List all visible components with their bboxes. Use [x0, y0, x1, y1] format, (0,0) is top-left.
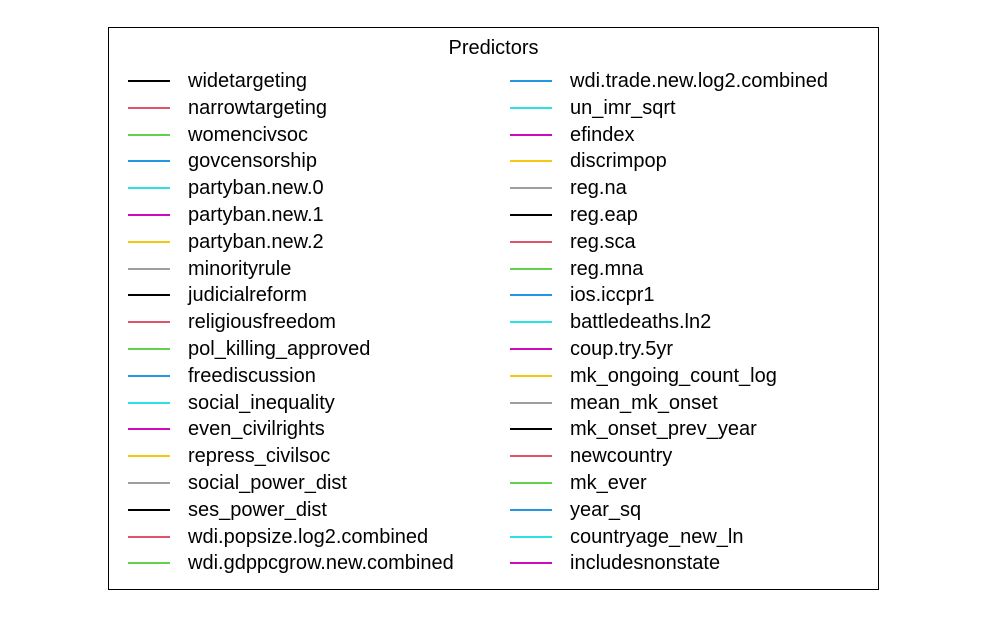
legend-label: religiousfreedom: [188, 311, 336, 334]
legend-line-swatch: [128, 160, 170, 163]
legend-label: social_inequality: [188, 391, 335, 414]
legend-label: coup.try.5yr: [570, 338, 673, 360]
legend-line-swatch: [128, 133, 170, 136]
legend-label: discrimpop: [570, 150, 667, 173]
legend-label: includesnonstate: [570, 552, 721, 575]
legend-box: Predictors: [108, 27, 879, 590]
legend-label: ios.iccpr1: [570, 284, 655, 307]
legend-label: minorityrule: [188, 257, 292, 280]
legend-line-swatch: [128, 214, 170, 216]
legend-line-swatch: [510, 482, 552, 484]
legend-label: partyban.new.0: [188, 177, 324, 200]
legend-label: reg.eap: [570, 204, 638, 226]
legend-line-swatch: [128, 240, 170, 243]
legend-line-swatch: [128, 321, 170, 324]
legend-label: countryage_new_ln: [570, 525, 744, 548]
legend-line-swatch: [128, 294, 170, 297]
legend-line-swatch: [510, 401, 552, 404]
legend-line-swatch: [510, 562, 552, 565]
legend-line-swatch: [510, 80, 552, 82]
legend-line-swatch: [128, 80, 170, 82]
legend-label: womencivsoc: [188, 123, 309, 146]
legend-label: govcensorship: [188, 150, 317, 173]
legend-line-swatch: [510, 348, 552, 350]
legend-line-swatch: [128, 401, 170, 404]
legend-label: judicialreform: [188, 284, 307, 307]
legend-line-swatch: [128, 428, 170, 431]
legend-label: partyban.new.2: [188, 230, 324, 253]
legend-line-swatch: [510, 214, 552, 216]
legend-label: freediscussion: [188, 364, 316, 387]
legend-label: efindex: [570, 123, 635, 146]
legend-label: reg.mna: [570, 257, 644, 280]
legend-line-swatch: [128, 106, 170, 109]
legend-line-swatch: [128, 374, 170, 377]
legend-label: un_imr_sqrt: [570, 96, 676, 119]
legend-line-swatch: [128, 187, 170, 190]
legend-label: wdi.trade.new.log2.combined: [570, 70, 828, 92]
legend-label: battledeaths.ln2: [570, 311, 712, 334]
legend-label: pol_killing_approved: [188, 338, 371, 360]
legend-label: ses_power_dist: [188, 498, 327, 521]
legend-label: year_sq: [570, 498, 642, 521]
legend-line-swatch: [128, 455, 170, 458]
legend-line-swatch: [510, 240, 552, 243]
legend-line-swatch: [128, 535, 170, 538]
legend-label: wdi.gdppcgrow.new.combined: [188, 552, 454, 575]
legend-label: even_civilrights: [188, 418, 325, 441]
legend-line-swatch: [128, 348, 170, 350]
legend-line-swatch: [510, 508, 552, 511]
legend-label: mk_ever: [570, 472, 647, 494]
legend-line-swatch: [510, 455, 552, 458]
legend-line-swatch: [510, 187, 552, 190]
legend-label: social_power_dist: [188, 472, 347, 494]
legend-label: mk_onset_prev_year: [570, 418, 757, 441]
legend-line-swatch: [128, 508, 170, 511]
legend-label: mk_ongoing_count_log: [570, 364, 777, 387]
legend-label: mean_mk_onset: [570, 391, 718, 414]
legend-line-swatch: [510, 428, 552, 431]
legend-label: reg.na: [570, 177, 627, 200]
legend-label: repress_civilsoc: [188, 445, 331, 468]
legend-line-swatch: [510, 133, 552, 136]
legend-label: wdi.popsize.log2.combined: [188, 525, 429, 548]
legend-line-swatch: [510, 294, 552, 297]
legend-line-swatch: [510, 535, 552, 538]
legend-line-swatch: [510, 106, 552, 109]
legend-label: widetargeting: [188, 70, 307, 92]
legend-line-swatch: [510, 267, 552, 270]
legend-line-swatch: [128, 562, 170, 565]
legend-line-swatch: [510, 321, 552, 324]
legend-title: Predictors: [448, 37, 539, 59]
legend-line-swatch: [128, 482, 170, 484]
legend-label: narrowtargeting: [188, 96, 327, 119]
legend-line-swatch: [510, 160, 552, 163]
legend-label: newcountry: [570, 445, 673, 468]
legend-line-swatch: [128, 267, 170, 270]
legend-line-swatch: [510, 374, 552, 377]
legend-label: partyban.new.1: [188, 204, 324, 226]
legend-label: reg.sca: [570, 230, 636, 253]
